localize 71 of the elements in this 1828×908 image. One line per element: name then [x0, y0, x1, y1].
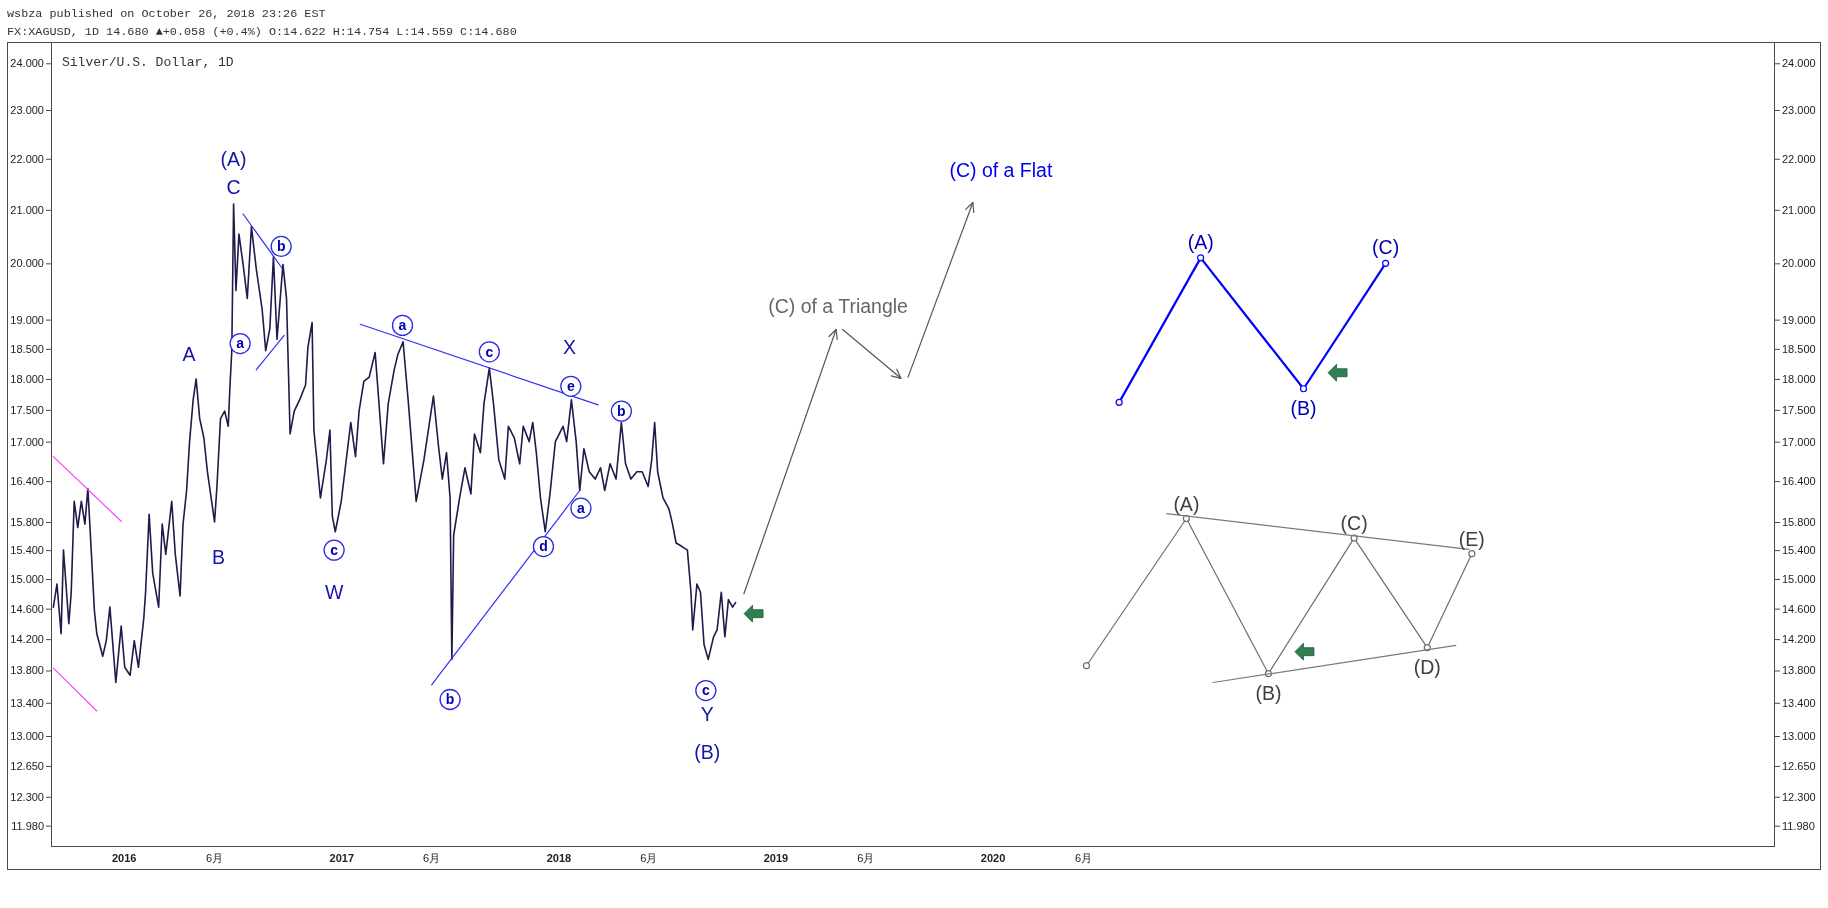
- y-tick-label: 14.600: [10, 602, 44, 615]
- annotation: (C) of a Flat: [949, 158, 1053, 181]
- annotation: (A): [1187, 230, 1214, 253]
- annotation: (C): [1340, 512, 1368, 535]
- annotation: (A): [220, 148, 247, 171]
- y-tick-label: 24.000: [10, 57, 44, 70]
- title: Silver/U.S. Dollar, 1D: [62, 55, 234, 70]
- annotation: a: [398, 317, 407, 334]
- annotation: e: [566, 378, 575, 395]
- point: [1468, 550, 1476, 558]
- x-tick-label: 2016: [111, 852, 137, 864]
- x-tick-label: 6月: [640, 852, 658, 864]
- x-tick-label: 2018: [546, 852, 572, 864]
- annotation: a: [236, 335, 245, 352]
- y-tick-label: 20.000: [10, 257, 44, 270]
- point: [1115, 398, 1123, 406]
- y-tick-label: 13.400: [10, 696, 44, 709]
- annotation: (B): [1290, 396, 1317, 419]
- annotation: c: [485, 343, 494, 360]
- y-tick-label: 15.000: [10, 572, 44, 585]
- annotation: (B): [694, 741, 721, 764]
- point: [1197, 254, 1205, 262]
- x-tick-label: 6月: [205, 852, 224, 864]
- x-tick-label: 6月: [1074, 852, 1093, 864]
- annotation: b: [617, 402, 626, 419]
- y-tick-label: 12.300: [10, 790, 44, 803]
- x-tick-label: 2019: [763, 852, 789, 864]
- y-tick-label: 13.800: [10, 664, 44, 677]
- subtitle: FX:XAGUSD, 1D 14.680 ▲+0.058 (+0.4%) O:14.622 H:14.754 L:14.559 C:14.680: [7, 25, 517, 39]
- point: [1382, 259, 1390, 267]
- point: [1299, 385, 1308, 393]
- annotation: W: [325, 580, 345, 603]
- x-tick-label: 6月: [857, 852, 875, 864]
- y-tick-label: 17.500: [10, 403, 44, 416]
- y-tick-label: 11.980: [11, 819, 44, 832]
- annotation: (D): [1413, 655, 1441, 678]
- annotation: b: [445, 691, 455, 708]
- annotation: A: [182, 342, 196, 365]
- annotation: (A): [1173, 492, 1200, 515]
- annotation: c: [330, 541, 339, 558]
- y-tick-label: 23.000: [10, 103, 44, 116]
- annotation: b: [276, 238, 286, 255]
- annotation: (E): [1458, 527, 1485, 550]
- y-tick-label: 17.000: [10, 435, 44, 448]
- annotation: X: [562, 335, 576, 358]
- y-tick-label: 12.650: [10, 759, 44, 772]
- y-tick-label: 15.800: [10, 515, 44, 528]
- x-tick-label: 2020: [980, 852, 1006, 864]
- y-tick-label: 18.000: [10, 372, 44, 385]
- point: [1082, 662, 1091, 670]
- y-tick-label: 13.000: [10, 730, 44, 743]
- annotation: d: [539, 538, 548, 555]
- annotation: (C): [1372, 236, 1400, 259]
- annotation: C: [226, 176, 241, 199]
- x-tick-label: 2017: [329, 852, 355, 864]
- annotation: a: [577, 499, 586, 516]
- y-tick-label: 16.400: [10, 475, 44, 488]
- note: wsbza published on October 26, 2018 23:26 EST: [7, 7, 326, 21]
- y-axis-right: 24.000 23.000 22.000 21.000 20.000 19.000 18.500 18.000 17.500 17.000 16.400 15.800 15.400 15.000 14.600 14.200 13.800 13.400 13.000 12.650 12.300 11.980: [1774, 57, 1816, 832]
- y-tick-label: 22.000: [10, 152, 44, 165]
- annotation: c: [701, 682, 710, 699]
- annotation: B: [212, 545, 226, 568]
- y-tick-label: 19.000: [10, 313, 44, 326]
- y-tick-label: 14.200: [10, 633, 44, 646]
- y-tick-label: 21.000: [10, 203, 44, 216]
- x-tick-label: 6月: [423, 852, 441, 864]
- annotation: (C) of a Triangle: [768, 295, 908, 318]
- annotation: Y: [700, 703, 714, 726]
- annotation: (B): [1255, 681, 1282, 704]
- y-tick-label: 15.400: [10, 544, 44, 557]
- y-tick-label: 18.500: [10, 342, 44, 355]
